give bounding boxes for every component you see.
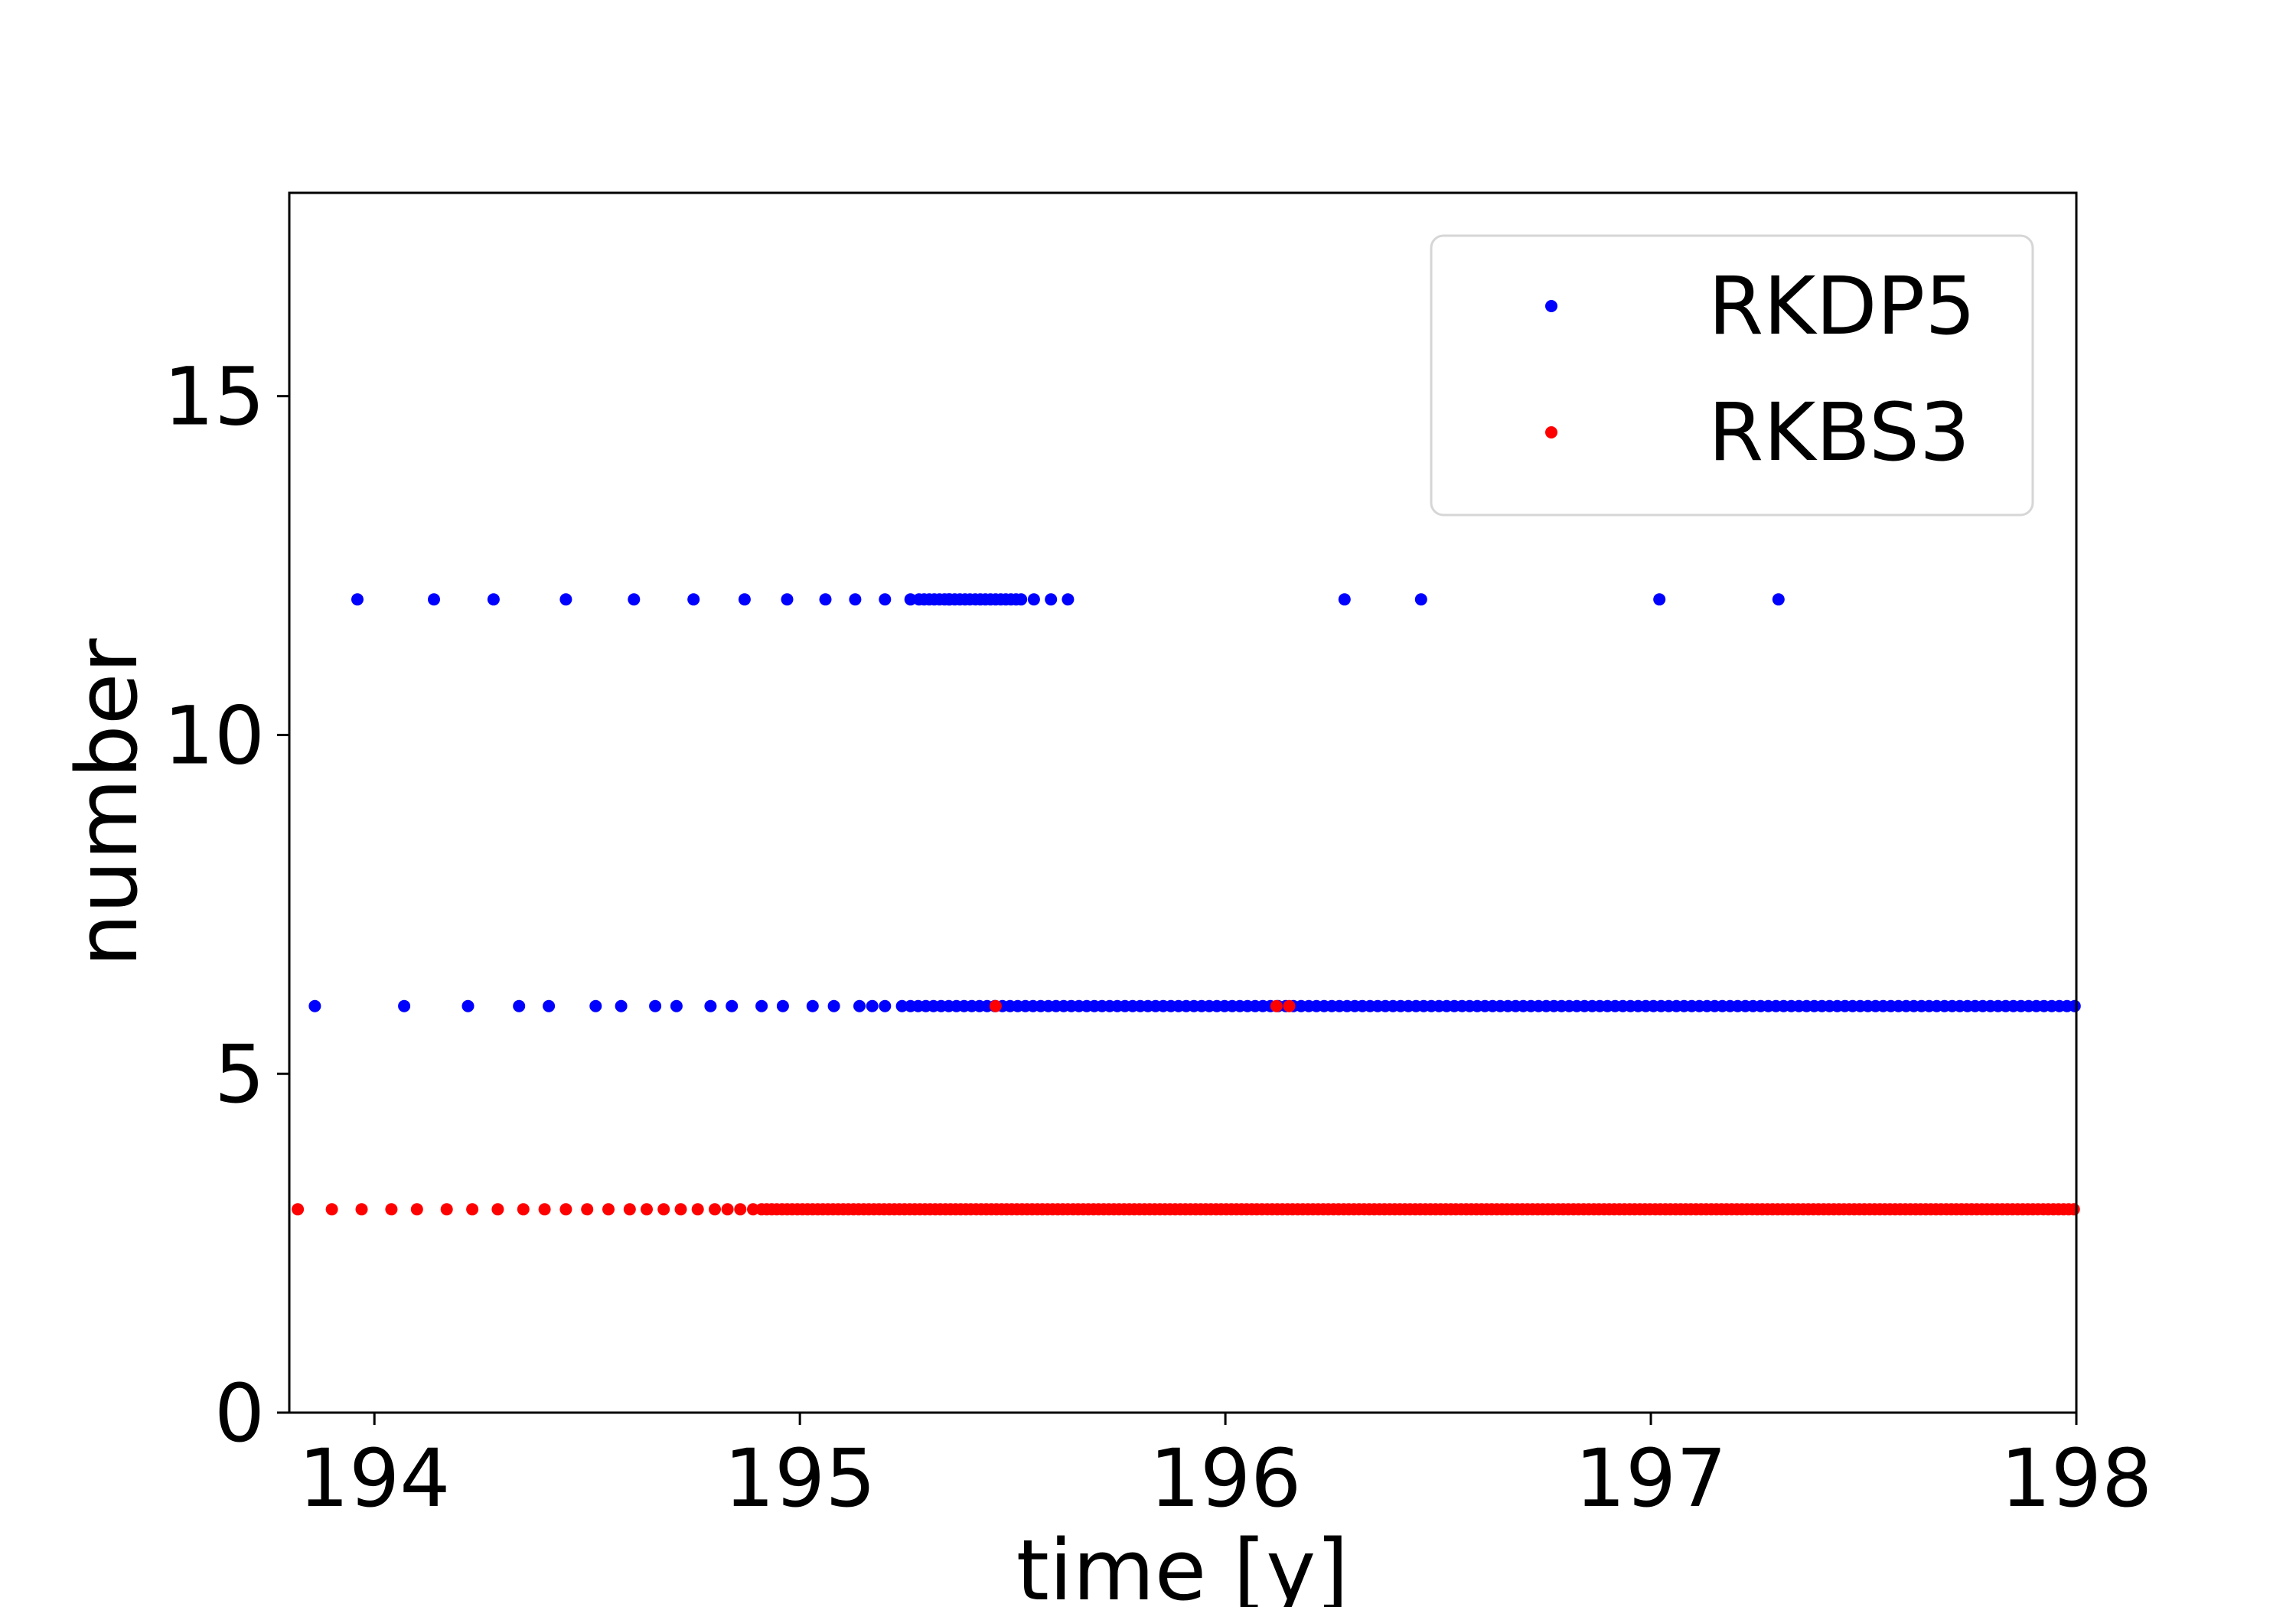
data-point bbox=[895, 999, 908, 1012]
data-point bbox=[1338, 593, 1351, 606]
data-point bbox=[755, 999, 768, 1012]
data-point bbox=[866, 999, 879, 1012]
data-point bbox=[904, 593, 917, 606]
legend-label-rkdp5: RKDP5 bbox=[1708, 259, 1975, 353]
data-point bbox=[623, 1203, 636, 1216]
data-point bbox=[827, 999, 840, 1012]
y-tick-label: 15 bbox=[164, 350, 265, 444]
data-point bbox=[292, 1203, 305, 1216]
data-point bbox=[513, 999, 526, 1012]
data-point bbox=[853, 999, 866, 1012]
legend-marker-rkdp5 bbox=[1545, 300, 1557, 312]
x-axis-title: time [y] bbox=[1016, 1521, 1349, 1607]
data-point bbox=[849, 593, 862, 606]
data-point bbox=[1062, 593, 1075, 606]
data-point bbox=[989, 999, 1002, 1012]
y-tick-label: 5 bbox=[214, 1028, 265, 1121]
x-axis: 194 195 196 197 198 bbox=[298, 1413, 2152, 1525]
data-point bbox=[879, 999, 892, 1012]
x-tick-label: 196 bbox=[1150, 1432, 1302, 1525]
data-point bbox=[351, 593, 364, 606]
data-point bbox=[559, 593, 572, 606]
data-points bbox=[292, 593, 2081, 1216]
data-point bbox=[581, 1203, 594, 1216]
data-point bbox=[398, 999, 411, 1012]
data-point bbox=[517, 1203, 530, 1216]
data-point bbox=[1027, 593, 1040, 606]
x-tick-label: 197 bbox=[1575, 1432, 1727, 1525]
data-point bbox=[2067, 1203, 2080, 1216]
data-point bbox=[1045, 593, 1058, 606]
x-tick-label: 195 bbox=[724, 1432, 876, 1525]
data-point bbox=[410, 1203, 423, 1216]
legend-marker-rkbs3 bbox=[1545, 426, 1557, 438]
data-point bbox=[491, 1203, 504, 1216]
data-point bbox=[325, 1203, 338, 1216]
data-point bbox=[649, 999, 662, 1012]
data-point bbox=[615, 999, 628, 1012]
data-point bbox=[709, 1203, 721, 1216]
y-axis-title: number bbox=[58, 638, 156, 967]
data-point bbox=[657, 1203, 670, 1216]
data-point bbox=[1414, 593, 1427, 606]
data-point bbox=[308, 999, 321, 1012]
data-point bbox=[1772, 593, 1785, 606]
data-point bbox=[687, 593, 700, 606]
x-tick-label: 198 bbox=[2001, 1432, 2153, 1525]
data-point bbox=[487, 593, 500, 606]
y-tick-label: 0 bbox=[214, 1367, 265, 1460]
data-point bbox=[776, 999, 789, 1012]
data-point bbox=[538, 1203, 551, 1216]
series-rkbs3 bbox=[292, 999, 2080, 1216]
legend: RKDP5 RKBS3 bbox=[1430, 234, 2034, 517]
data-point bbox=[726, 999, 739, 1012]
data-point bbox=[355, 1203, 368, 1216]
data-point bbox=[461, 999, 475, 1012]
y-tick-label: 10 bbox=[164, 689, 265, 782]
data-point bbox=[704, 999, 717, 1012]
data-point bbox=[602, 1203, 615, 1216]
data-point bbox=[738, 593, 751, 606]
legend-box bbox=[1430, 234, 2034, 517]
data-point bbox=[879, 593, 892, 606]
data-point bbox=[385, 1203, 398, 1216]
series-rkdp5 bbox=[308, 593, 2081, 1012]
legend-label-rkbs3: RKBS3 bbox=[1708, 386, 1970, 479]
data-point bbox=[674, 1203, 687, 1216]
data-point bbox=[721, 1203, 734, 1216]
data-point bbox=[628, 593, 641, 606]
y-axis: 0 5 10 15 bbox=[164, 350, 289, 1460]
plot-frame bbox=[288, 191, 2078, 1414]
data-point bbox=[1653, 593, 1666, 606]
data-point bbox=[428, 593, 440, 606]
data-point bbox=[734, 1203, 747, 1216]
x-tick-label: 194 bbox=[298, 1432, 451, 1525]
data-point bbox=[589, 999, 602, 1012]
data-point bbox=[747, 1203, 759, 1216]
data-point bbox=[641, 1203, 653, 1216]
data-point bbox=[559, 1203, 572, 1216]
data-point bbox=[1283, 999, 1296, 1012]
data-point bbox=[806, 999, 819, 1012]
data-point bbox=[781, 593, 794, 606]
data-point bbox=[440, 1203, 453, 1216]
data-point bbox=[670, 999, 683, 1012]
data-point bbox=[1015, 593, 1028, 606]
data-point bbox=[819, 593, 832, 606]
data-point bbox=[2068, 999, 2081, 1012]
data-point bbox=[691, 1203, 704, 1216]
data-point bbox=[466, 1203, 479, 1216]
data-point bbox=[543, 999, 556, 1012]
data-point bbox=[1270, 999, 1283, 1012]
